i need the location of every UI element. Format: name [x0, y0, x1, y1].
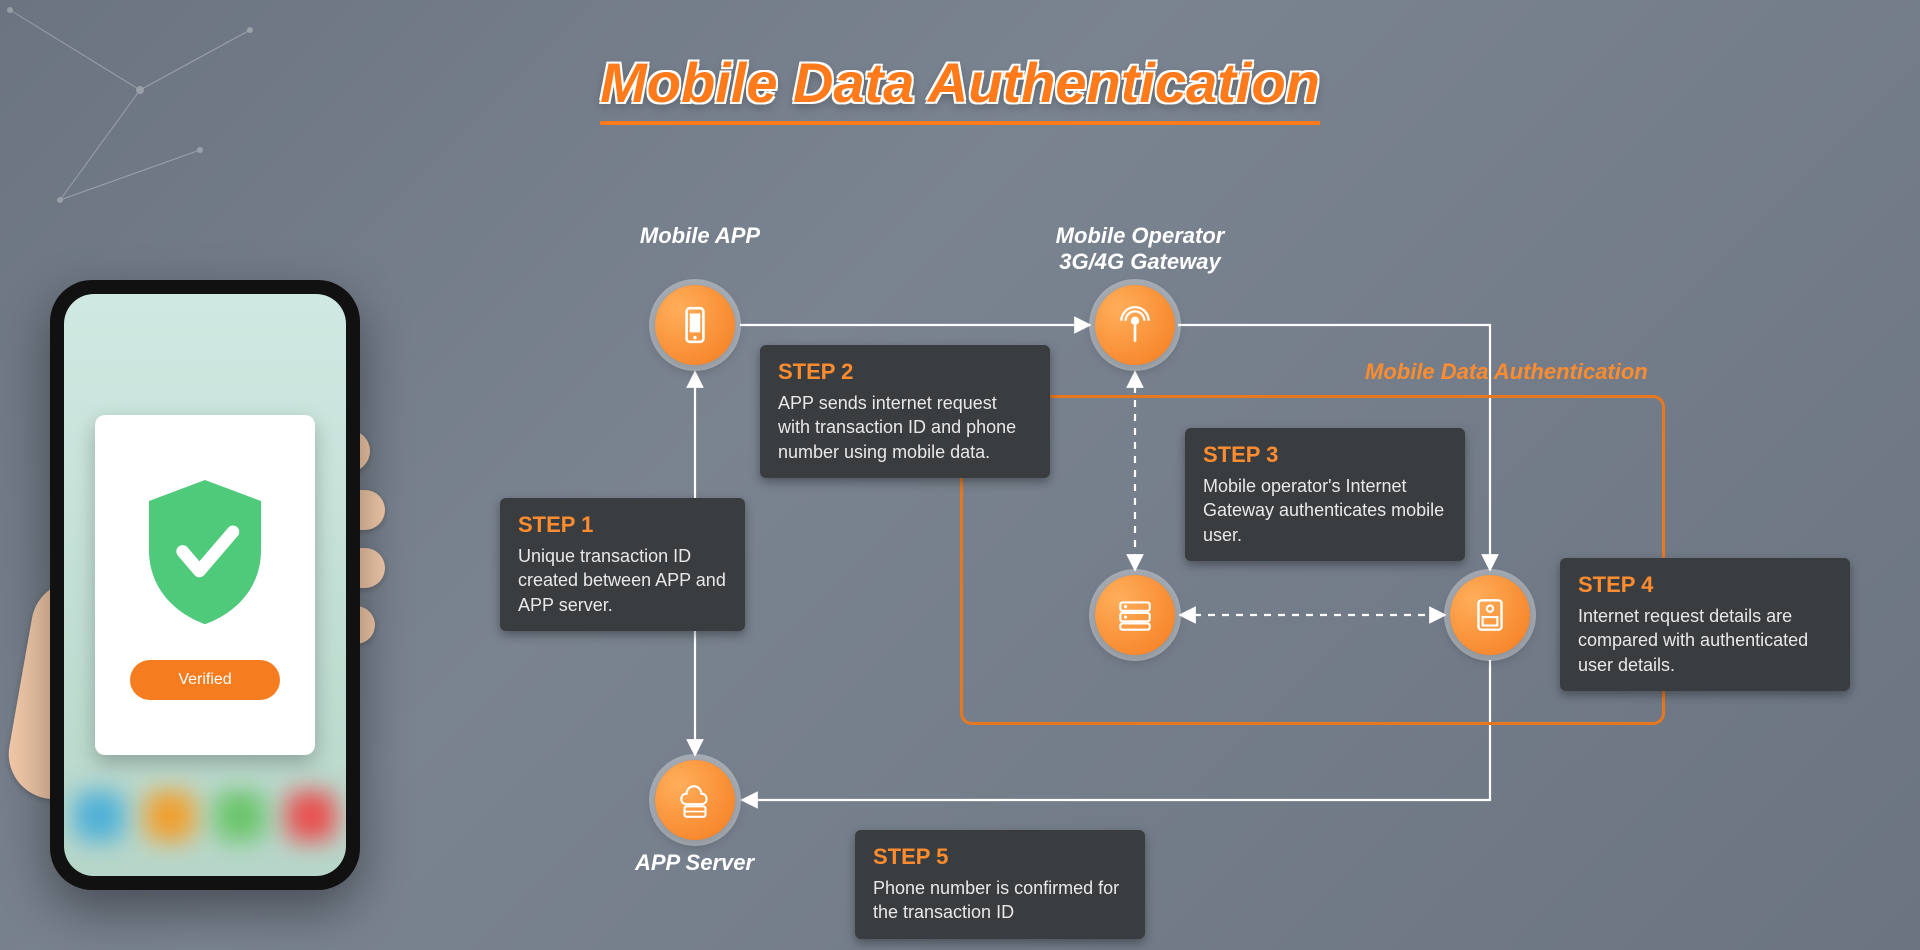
step-4-box: STEP 4 Internet request details are comp… [1560, 558, 1850, 691]
phone-icon [674, 304, 716, 346]
step-3-body: Mobile operator's Internet Gateway authe… [1203, 474, 1447, 547]
app-server-label: APP Server [635, 850, 754, 876]
phone-screen: Verified [64, 294, 346, 876]
step-1-box: STEP 1 Unique transaction ID created bet… [500, 498, 745, 631]
server-box-icon [1469, 594, 1511, 636]
shield-icon [135, 470, 275, 630]
mobile-app-node [655, 285, 735, 365]
internal-server-node [1095, 575, 1175, 655]
page-title: Mobile Data Authentication [600, 50, 1320, 125]
step-4-body: Internet request details are compared wi… [1578, 604, 1832, 677]
step-4-title: STEP 4 [1578, 572, 1832, 598]
step-2-title: STEP 2 [778, 359, 1032, 385]
verified-badge: Verified [130, 660, 280, 700]
verified-card: Verified [95, 415, 315, 755]
mobile-app-label: Mobile APP [595, 223, 805, 249]
step-3-title: STEP 3 [1203, 442, 1447, 468]
phone-frame: Verified [50, 280, 360, 890]
step-5-body: Phone number is confirmed for the transa… [873, 876, 1127, 925]
step-2-box: STEP 2 APP sends internet request with t… [760, 345, 1050, 478]
server-icon [1114, 594, 1156, 636]
gateway-node [1095, 285, 1175, 365]
auth-server-node [1450, 575, 1530, 655]
decor-network-lines [0, 0, 300, 300]
step-1-body: Unique transaction ID created between AP… [518, 544, 727, 617]
phone-illustration: Verified [50, 280, 360, 890]
step-1-title: STEP 1 [518, 512, 727, 538]
step-3-box: STEP 3 Mobile operator's Internet Gatewa… [1185, 428, 1465, 561]
step-5-title: STEP 5 [873, 844, 1127, 870]
gateway-label: Mobile Operator 3G/4G Gateway [1035, 223, 1245, 276]
step-5-box: STEP 5 Phone number is confirmed for the… [855, 830, 1145, 939]
antenna-icon [1114, 304, 1156, 346]
cloud-server-icon [674, 779, 716, 821]
step-2-body: APP sends internet request with transact… [778, 391, 1032, 464]
app-server-node [655, 760, 735, 840]
auth-group-label: Mobile Data Authentication [1365, 359, 1648, 385]
